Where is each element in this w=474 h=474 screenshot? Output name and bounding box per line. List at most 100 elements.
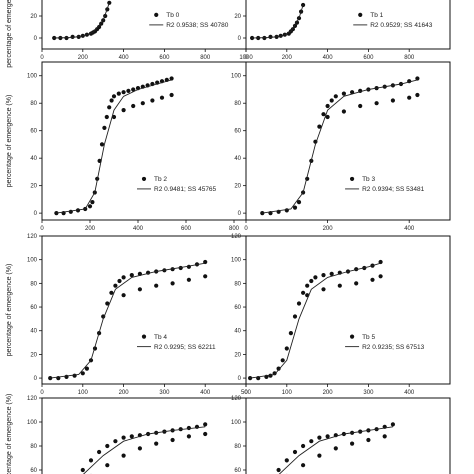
data-point <box>321 287 326 292</box>
legend-point-marker <box>349 334 355 339</box>
data-point <box>374 101 379 106</box>
legend-point-label: Tb 2 <box>154 176 167 183</box>
x-tick-label: 400 <box>323 55 334 61</box>
data-point <box>288 331 293 336</box>
y-tick-label: 80 <box>234 444 241 450</box>
panel-5: 0 100 200 300 400 0 20 40 60 80 100 120 Tb 5 R2 0.923… <box>231 234 451 396</box>
data-point <box>407 95 412 100</box>
data-point <box>117 278 122 284</box>
data-point <box>113 283 118 288</box>
legend-point-label: Tb 0 <box>166 12 179 19</box>
data-point <box>186 277 191 282</box>
data-point <box>296 301 302 306</box>
x-tick-label: 200 <box>323 390 334 396</box>
legend-point-marker <box>358 12 363 17</box>
y-tick-label: 60 <box>30 468 37 474</box>
data-point <box>203 431 208 437</box>
data-point <box>309 278 314 284</box>
data-point <box>321 273 326 278</box>
x-tick-label: 400 <box>133 226 144 232</box>
y-tick-label: 100 <box>231 74 242 80</box>
data-point <box>301 443 306 449</box>
y-tick-label: 80 <box>30 101 37 107</box>
data-point <box>129 273 134 278</box>
data-point <box>97 449 102 455</box>
x-tick-label: 0 <box>244 226 248 232</box>
panel-7: 60 80 100 120 <box>231 396 451 474</box>
x-tick-label: 200 <box>85 226 96 232</box>
y-tick-label: 60 <box>234 468 241 474</box>
x-tick-label: 800 <box>404 55 415 61</box>
panel-1: 0 200 400 600 800 0 20 Tb 1 R2 0.9529; SS 41643 <box>234 0 451 61</box>
data-point <box>358 103 363 109</box>
panel-4: 0 100 200 300 400 500020406080100120percentag… <box>6 234 252 396</box>
data-point <box>333 94 338 99</box>
plot-frame <box>245 61 451 221</box>
y-tick-label: 20 <box>30 352 37 358</box>
data-point <box>186 264 191 269</box>
data-point <box>126 88 131 93</box>
x-tick-label: 100 <box>282 390 293 396</box>
data-point <box>121 90 126 95</box>
x-tick-label: 1000 <box>239 55 253 61</box>
data-point <box>296 200 302 205</box>
data-point <box>131 103 136 109</box>
x-tick-label: 800 <box>229 226 240 232</box>
y-axis-label: percentage of emergence (%) <box>6 394 13 474</box>
y-tick-label: 60 <box>234 129 241 135</box>
data-point <box>140 101 145 106</box>
data-point <box>292 314 298 319</box>
data-point <box>317 435 322 440</box>
y-tick-label: 120 <box>231 396 242 402</box>
data-point <box>317 124 322 129</box>
data-point <box>80 467 85 473</box>
data-point <box>154 283 159 288</box>
y-tick-label: 20 <box>30 14 37 20</box>
legend-point-label: Tb 3 <box>362 176 375 183</box>
data-point <box>87 204 93 209</box>
data-point <box>313 275 318 280</box>
data-point <box>111 94 117 99</box>
y-tick-label: 0 <box>34 211 38 217</box>
data-point <box>169 92 174 98</box>
data-point <box>159 95 165 100</box>
y-tick-label: 40 <box>30 156 37 162</box>
data-point <box>203 274 208 279</box>
panel-6: 60 80 100 120 percentage of emergence (%) <box>6 394 247 474</box>
data-point <box>150 98 155 103</box>
x-tick-label: 0 <box>244 55 248 61</box>
data-point <box>305 283 310 288</box>
data-point <box>325 114 330 120</box>
data-point <box>370 277 375 282</box>
data-point <box>341 91 346 96</box>
y-tick-label: 0 <box>238 211 242 217</box>
y-axis-label: percentage of emergence (%) <box>6 95 13 188</box>
x-tick-label: 600 <box>181 226 192 232</box>
data-point <box>284 346 289 351</box>
x-tick-label: 200 <box>119 390 130 396</box>
data-point <box>350 90 355 95</box>
data-point <box>170 281 175 286</box>
data-point <box>116 91 121 96</box>
x-tick-label: 200 <box>78 55 89 61</box>
data-point <box>105 463 110 468</box>
data-point <box>292 205 298 210</box>
x-tick-label: 400 <box>119 55 130 61</box>
data-point <box>121 108 126 113</box>
y-tick-label: 0 <box>34 376 38 382</box>
legend-point-label: Tb 5 <box>362 334 375 341</box>
x-tick-label: 800 <box>200 55 211 61</box>
y-tick-label: 100 <box>27 420 38 426</box>
y-tick-label: 120 <box>27 234 38 240</box>
legend-line-label: R2 0.9235; SS 67513 <box>362 344 425 351</box>
data-point <box>111 114 117 120</box>
data-point <box>280 358 285 363</box>
fit-line <box>82 426 206 474</box>
data-layer <box>48 259 208 381</box>
y-tick-label: 20 <box>234 14 241 20</box>
data-point <box>99 142 105 147</box>
x-tick-label: 0 <box>40 55 44 61</box>
x-tick-label: 200 <box>323 226 334 232</box>
